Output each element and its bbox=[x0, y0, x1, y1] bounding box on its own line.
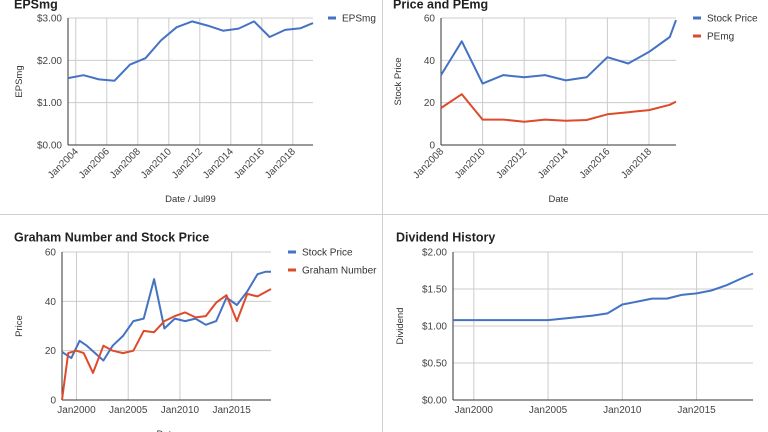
x-axis-title: Date / Jul99 bbox=[165, 194, 216, 205]
eps-chart-panel: EPSmg $0.00 $1.00 $2.00 $3.00 Jan2004 Jan2006 J… bbox=[0, 0, 382, 214]
series-line-pemg bbox=[440, 93, 677, 123]
y-tick-label: $1.50 bbox=[422, 285, 447, 296]
chart-title: EPSmg bbox=[14, 0, 58, 11]
x-tick-label: Jan2012 bbox=[494, 146, 529, 181]
y-tick-label: 0 bbox=[429, 141, 435, 152]
y-axis-title: Price bbox=[14, 315, 25, 337]
x-tick-label: Jan2016 bbox=[578, 146, 613, 181]
y-tick-label: $2.00 bbox=[37, 56, 62, 67]
x-tick-label: Jan2010 bbox=[139, 146, 174, 181]
y-tick-label: 0 bbox=[50, 396, 56, 407]
eps-chart: EPSmg$0.00$1.00$2.00$3.00Jan2004Jan2006J… bbox=[14, 0, 376, 205]
x-tick-label: Jan2010 bbox=[161, 405, 200, 416]
panel-divider-vertical bbox=[382, 0, 383, 432]
x-tick-label: Jan2005 bbox=[529, 405, 568, 416]
y-axis-title: EPSmg bbox=[14, 65, 25, 97]
price-pemg-chart-panel: Price and PEmg 0 20 40 60 Jan2008 Jan2010 Jan20… bbox=[383, 0, 768, 214]
x-tick-label: Jan2006 bbox=[77, 146, 112, 181]
y-tick-label: 20 bbox=[424, 98, 436, 109]
x-tick-label: Jan2018 bbox=[263, 146, 298, 181]
y-tick-label: $0.00 bbox=[37, 141, 62, 152]
panel-divider-horizontal bbox=[0, 214, 768, 215]
y-tick-label: 40 bbox=[45, 297, 57, 308]
x-axis-title: Date bbox=[548, 194, 568, 205]
dividend-chart-panel: Dividend History $0.00 $0.50 $1.00 $1.50 $2.0… bbox=[383, 215, 768, 432]
y-axis-title: Stock Price bbox=[393, 57, 404, 105]
series-line-epsmg bbox=[67, 20, 314, 82]
y-tick-label: $1.00 bbox=[422, 322, 447, 333]
y-tick-label: 60 bbox=[45, 248, 57, 259]
x-tick-label: Jan2012 bbox=[170, 146, 205, 181]
graham-chart-panel: Graham Number and Stock Price 0 20 40 60 Jan2… bbox=[0, 215, 382, 432]
y-tick-label: $0.50 bbox=[422, 359, 447, 370]
graham-chart: Graham Number and Stock Price 0 20 40 60 Jan2… bbox=[14, 230, 377, 432]
series-line-graham-number bbox=[61, 288, 272, 401]
y-tick-label: 40 bbox=[424, 56, 436, 67]
x-tick-label: Jan2015 bbox=[212, 405, 251, 416]
y-tick-label: 60 bbox=[424, 14, 436, 25]
chart-title: Graham Number and Stock Price bbox=[14, 230, 209, 244]
y-tick-label: $2.00 bbox=[422, 248, 447, 259]
y-tick-label: $0.00 bbox=[422, 396, 447, 407]
x-tick-label: Jan2010 bbox=[453, 146, 488, 181]
y-tick-label: $3.00 bbox=[37, 14, 62, 25]
chart-title: Dividend History bbox=[396, 230, 495, 244]
y-axis-title: Dividend bbox=[395, 308, 406, 345]
x-tick-label: Jan2018 bbox=[619, 146, 654, 181]
x-tick-label: Jan2008 bbox=[108, 146, 143, 181]
x-tick-label: Jan2000 bbox=[57, 405, 96, 416]
series-line-stock-price bbox=[61, 270, 271, 362]
legend-label-graham-number: Graham Number bbox=[302, 266, 377, 277]
legend-label-stock-price: Stock Price bbox=[707, 14, 758, 25]
x-axis-title: Date bbox=[156, 429, 176, 432]
chart-title: Price and PEmg bbox=[393, 0, 488, 11]
series-line-stock-price bbox=[440, 19, 677, 85]
x-tick-label: Jan2016 bbox=[232, 146, 267, 181]
x-tick-label: Jan2000 bbox=[455, 405, 494, 416]
legend-label-epsmg: EPSmg bbox=[342, 14, 376, 25]
x-tick-label: Jan2015 bbox=[677, 405, 716, 416]
x-tick-label: Jan2014 bbox=[536, 146, 571, 181]
x-tick-label: Jan2005 bbox=[109, 405, 148, 416]
dividend-chart: Dividend History $0.00 $0.50 $1.00 $1.50 $2.0… bbox=[395, 230, 754, 432]
series-line-dividend bbox=[453, 272, 754, 322]
legend-label-pemg: PEmg bbox=[707, 32, 734, 43]
legend-label-stock-price: Stock Price bbox=[302, 248, 353, 259]
x-tick-label: Jan2014 bbox=[201, 146, 236, 181]
x-tick-label: Jan2010 bbox=[603, 405, 642, 416]
y-tick-label: 20 bbox=[45, 346, 57, 357]
y-tick-label: $1.00 bbox=[37, 98, 62, 109]
